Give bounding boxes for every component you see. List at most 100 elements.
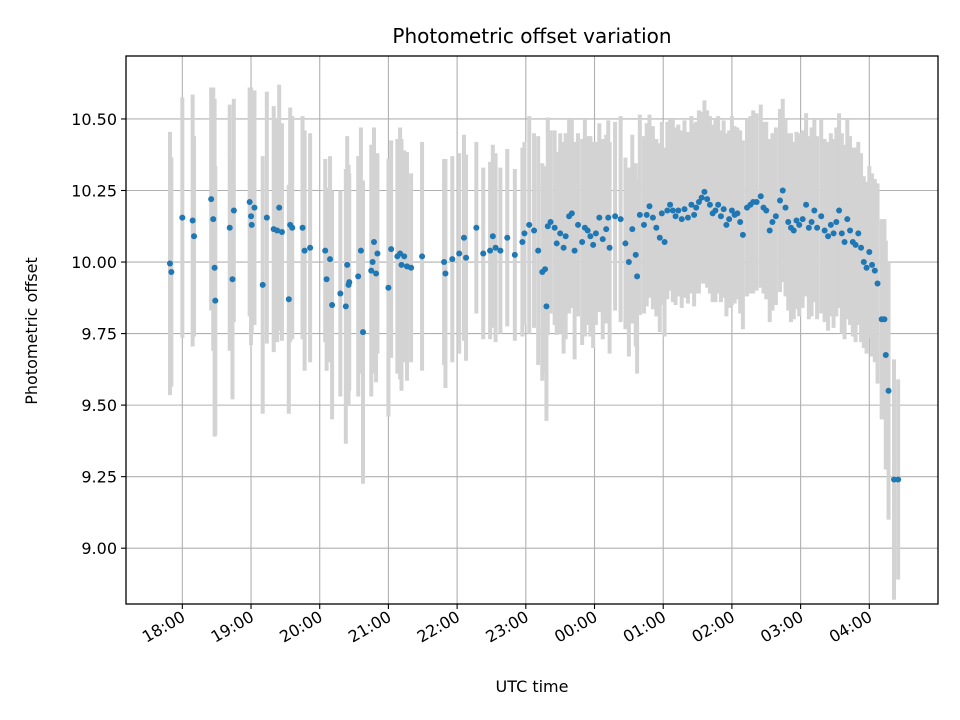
- data-point: [790, 227, 797, 234]
- data-point: [208, 196, 215, 203]
- data-point: [825, 233, 832, 240]
- data-point: [634, 273, 641, 280]
- data-point: [373, 270, 380, 277]
- data-point: [717, 213, 724, 220]
- data-point: [456, 250, 463, 257]
- data-point: [836, 207, 843, 214]
- data-point: [695, 198, 702, 205]
- data-point: [289, 224, 296, 231]
- data-point: [629, 226, 636, 233]
- x-tick-label: 03:00: [757, 607, 806, 647]
- data-point: [874, 280, 881, 287]
- data-point: [653, 224, 660, 231]
- data-point: [646, 203, 653, 210]
- error-bars: [167, 84, 901, 600]
- data-point: [855, 230, 862, 237]
- data-point: [698, 194, 705, 201]
- data-point: [684, 214, 691, 221]
- data-point: [342, 303, 349, 310]
- data-point: [542, 266, 549, 273]
- data-point: [612, 213, 619, 220]
- data-point: [782, 204, 789, 211]
- data-point: [818, 213, 825, 220]
- data-point: [838, 230, 845, 237]
- data-point: [592, 230, 599, 237]
- data-point: [691, 211, 698, 218]
- data-point: [211, 264, 218, 271]
- data-point: [419, 253, 426, 260]
- data-point: [229, 276, 236, 283]
- y-tick-label: 10.50: [71, 110, 117, 129]
- data-point: [329, 301, 336, 308]
- data-point: [276, 204, 283, 211]
- data-point: [712, 207, 719, 214]
- data-point: [882, 352, 889, 359]
- data-point: [649, 214, 656, 221]
- data-point: [398, 261, 405, 268]
- data-point: [596, 214, 603, 221]
- data-point: [480, 250, 487, 257]
- data-point: [248, 213, 255, 220]
- data-point: [803, 201, 810, 208]
- data-point: [374, 250, 381, 257]
- data-point: [504, 234, 511, 241]
- data-points: [166, 187, 902, 483]
- data-point: [560, 244, 567, 251]
- data-point: [189, 217, 196, 224]
- data-point: [355, 273, 362, 280]
- data-point: [526, 221, 533, 228]
- data-point: [259, 281, 266, 288]
- x-tick-label: 18:00: [139, 607, 188, 647]
- data-point: [658, 210, 665, 217]
- data-point: [575, 221, 582, 228]
- data-point: [793, 217, 800, 224]
- data-point: [769, 218, 776, 225]
- data-point: [799, 216, 806, 223]
- data-point: [805, 224, 812, 231]
- data-point: [841, 239, 848, 246]
- y-tick-label: 9.00: [81, 539, 117, 558]
- data-point: [860, 259, 867, 266]
- data-point: [632, 251, 639, 258]
- data-point: [590, 241, 597, 248]
- data-point: [301, 247, 308, 254]
- data-point: [562, 233, 569, 240]
- data-point: [168, 269, 175, 276]
- data-point: [881, 316, 888, 323]
- data-point: [385, 284, 392, 291]
- data-point: [753, 198, 760, 205]
- x-tick-label: 04:00: [826, 607, 875, 647]
- data-point: [212, 297, 219, 304]
- data-point: [571, 247, 578, 254]
- data-point: [179, 214, 186, 221]
- data-point: [492, 244, 499, 251]
- x-tick-label: 21:00: [345, 607, 394, 647]
- data-point: [487, 247, 494, 254]
- x-tick-label: 22:00: [414, 607, 463, 647]
- data-point: [370, 239, 377, 246]
- data-point: [497, 247, 504, 254]
- y-tick-label: 10.00: [71, 253, 117, 272]
- data-point: [726, 216, 733, 223]
- data-point: [772, 213, 779, 220]
- y-axis-label: Photometric offset: [22, 257, 41, 405]
- data-point: [360, 329, 367, 336]
- data-point: [871, 267, 878, 274]
- data-point: [521, 230, 528, 237]
- data-point: [544, 223, 551, 230]
- data-point: [891, 476, 898, 483]
- data-point: [672, 213, 679, 220]
- data-point: [337, 290, 344, 297]
- data-point: [605, 214, 612, 221]
- x-tick-label: 23:00: [482, 607, 531, 647]
- data-point: [535, 247, 542, 254]
- data-point: [210, 216, 217, 223]
- data-point: [704, 196, 711, 203]
- data-point: [401, 253, 408, 260]
- data-point: [441, 259, 448, 266]
- data-point: [779, 187, 786, 194]
- data-point: [636, 211, 643, 218]
- data-point: [701, 188, 708, 195]
- data-point: [357, 247, 364, 254]
